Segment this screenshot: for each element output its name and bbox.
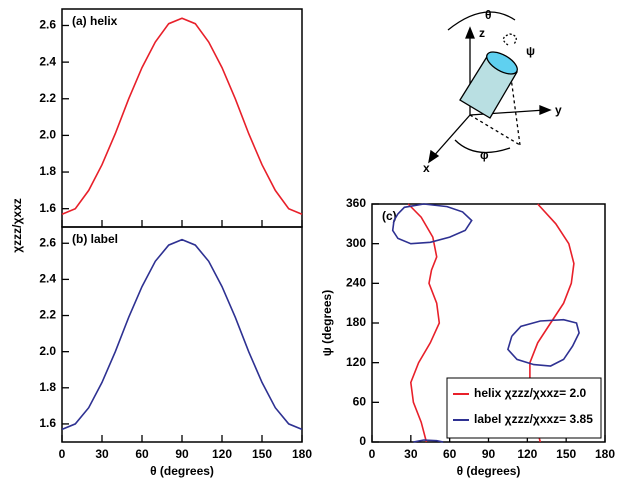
y-tick-label: 180: [346, 315, 366, 329]
y-tick-label: 1.6: [39, 416, 56, 430]
y-tick-label: 2.6: [39, 18, 56, 32]
diagram-label: ψ: [526, 44, 535, 58]
series-line: [61, 17, 303, 215]
y-tick-label: 1.6: [39, 201, 56, 215]
cylinder-top: [486, 51, 518, 75]
arrow: [539, 105, 552, 115]
x-tick-label: 60: [135, 447, 149, 461]
x-axis: [431, 114, 471, 159]
y-tick-label: 2.0: [39, 344, 56, 358]
x-tick-label: 150: [556, 447, 576, 461]
panel-label: (a) helix: [72, 14, 118, 28]
diagram-label: z: [479, 26, 485, 40]
x-tick-label: 150: [252, 447, 272, 461]
y-tick-label: 2.6: [39, 235, 56, 249]
plot-frame: [61, 226, 303, 443]
x-tick-label: 90: [482, 447, 496, 461]
y-tick-label: 2.4: [39, 272, 56, 286]
x-tick-label: 30: [95, 447, 109, 461]
y-tick-label: 1.8: [39, 380, 56, 394]
x-tick-label: 90: [175, 447, 189, 461]
y-tick-label: 60: [353, 395, 367, 409]
x-tick-label: 120: [517, 447, 537, 461]
y-tick-label: 2.2: [39, 91, 56, 105]
legend-box: [446, 377, 602, 439]
x-tick-label: 0: [369, 447, 376, 461]
x-tick-label: 30: [404, 447, 418, 461]
diagram-label: φ: [480, 148, 489, 162]
y-tick-label: 300: [346, 236, 366, 250]
y-tick-label: 2.4: [39, 54, 56, 68]
panel-label: (b) label: [72, 232, 118, 246]
y-tick-label: 360: [346, 196, 366, 210]
series-line: [61, 238, 303, 431]
diagram: [428, 11, 552, 164]
y-tick-label: 2.2: [39, 308, 56, 322]
y-tick-label: 2.0: [39, 128, 56, 142]
diagram-label: x: [423, 161, 430, 175]
legend-label: helix χzzz/χxxz= 2.0: [474, 386, 587, 400]
x-tick-label: 180: [292, 447, 312, 461]
diagram-label: θ: [485, 8, 492, 22]
legend-label: label χzzz/χxxz= 3.85: [474, 412, 593, 426]
projection: [469, 114, 521, 146]
projection: [509, 69, 521, 146]
y-tick-label: 240: [346, 276, 366, 290]
y-tick-label: 120: [346, 355, 366, 369]
diagram-label: y: [555, 103, 562, 117]
x-tick-label: 60: [443, 447, 457, 461]
y-tick-label: 1.8: [39, 164, 56, 178]
x-axis-label: θ (degrees): [150, 464, 214, 478]
panel-label: (c): [382, 209, 397, 223]
plot-frame: [61, 8, 303, 228]
x-axis-label: θ (degrees): [457, 464, 521, 478]
phi-arc: [454, 139, 511, 154]
y-tick-label: 0: [359, 434, 366, 448]
y-axis-label: ψ (degrees): [320, 290, 334, 356]
arrow: [428, 149, 440, 164]
psi-arc: [502, 33, 517, 46]
y-axis-label: χzzz/χxxz: [10, 198, 24, 253]
x-tick-label: 0: [59, 447, 66, 461]
x-tick-label: 120: [212, 447, 232, 461]
theta-arc: [447, 11, 516, 31]
arrow: [465, 26, 475, 39]
x-tick-label: 180: [595, 447, 615, 461]
series-line: [391, 203, 580, 443]
